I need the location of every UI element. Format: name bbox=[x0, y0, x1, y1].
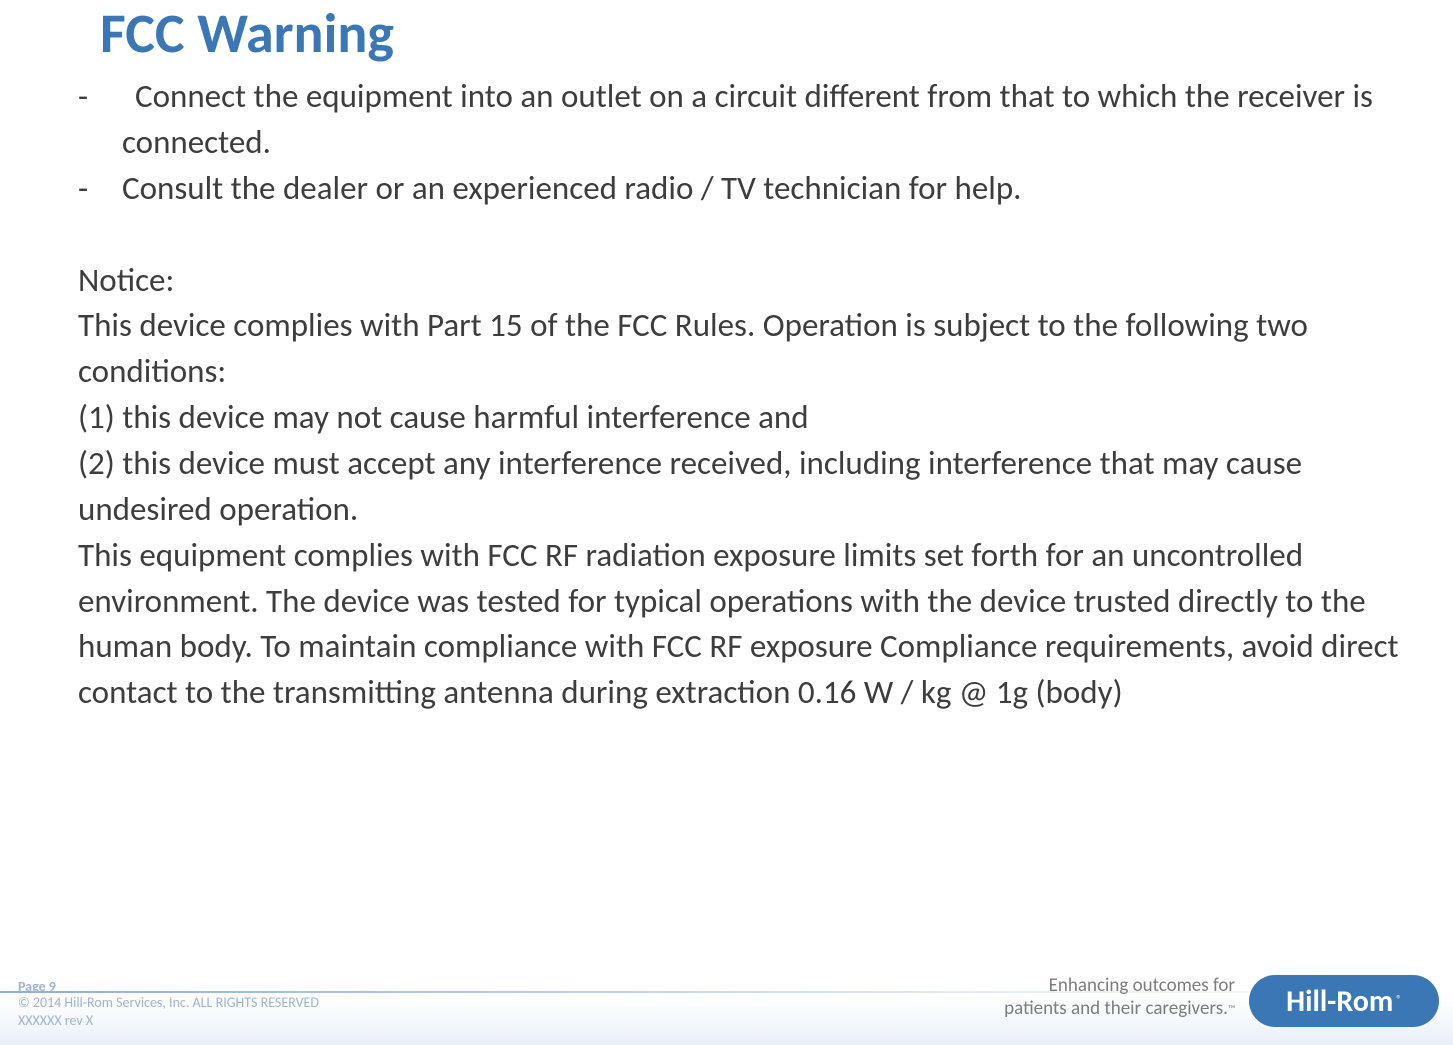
bullet-text: Consult the dealer or an experienced rad… bbox=[122, 166, 1423, 212]
copyright-line: © 2014 Hill-Rom Services, Inc. ALL RIGHT… bbox=[18, 994, 319, 1012]
tagline: Enhancing outcomes for patients and thei… bbox=[1004, 975, 1235, 1021]
notice-label: Notice: bbox=[78, 258, 1423, 304]
slide-footer: Page 9 © 2014 Hill-Rom Services, Inc. AL… bbox=[0, 915, 1453, 1045]
trademark-symbol: ™ bbox=[1228, 1002, 1235, 1015]
hill-rom-logo: Hill-Rom® bbox=[1249, 975, 1439, 1027]
bullet-text: Connect the equipment into an outlet on … bbox=[122, 74, 1423, 166]
page-number: Page 9 bbox=[18, 978, 56, 995]
bullet-item: - Consult the dealer or an experienced r… bbox=[78, 166, 1423, 212]
bullet-dash: - bbox=[78, 74, 122, 166]
tagline-line1: Enhancing outcomes for bbox=[1049, 974, 1235, 997]
bullet-item: - Connect the equipment into an outlet o… bbox=[78, 74, 1423, 166]
tagline-line2: patients and their caregivers. bbox=[1004, 997, 1228, 1020]
page-title: FCC Warning bbox=[100, 0, 394, 68]
bullet-dash: - bbox=[78, 166, 122, 212]
revision-line: XXXXXX rev X bbox=[18, 1012, 319, 1030]
registered-symbol: ® bbox=[1396, 993, 1402, 1006]
body-text: - Connect the equipment into an outlet o… bbox=[78, 74, 1423, 716]
copyright: © 2014 Hill-Rom Services, Inc. ALL RIGHT… bbox=[18, 994, 319, 1029]
logo-text: Hill-Rom bbox=[1286, 983, 1393, 1020]
notice-body: This device complies with Part 15 of the… bbox=[78, 303, 1423, 716]
slide: FCC Warning - Connect the equipment into… bbox=[0, 0, 1453, 1045]
spacer bbox=[78, 212, 1423, 258]
